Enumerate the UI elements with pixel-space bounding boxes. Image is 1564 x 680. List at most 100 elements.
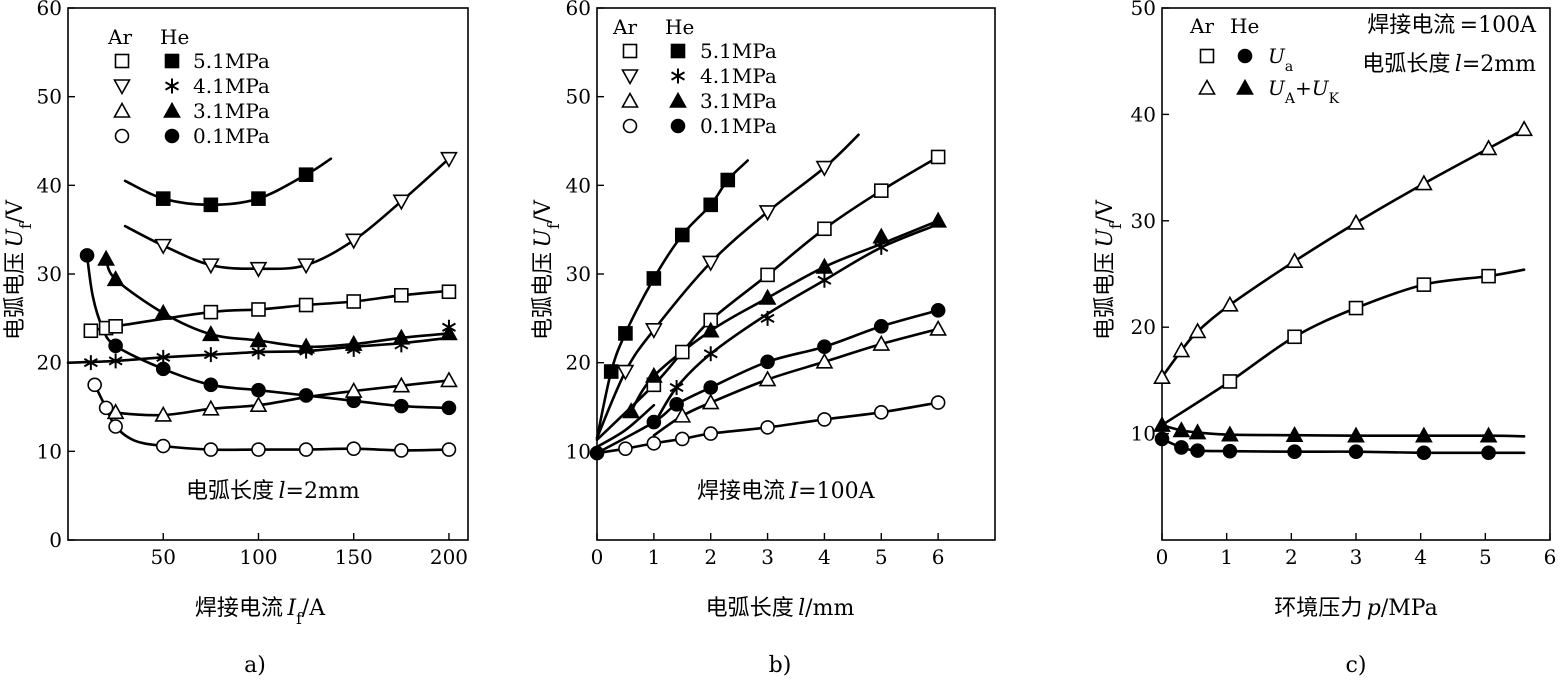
chars: m — [1494, 52, 1515, 77]
data-point — [874, 239, 889, 255]
data-point — [603, 364, 619, 379]
chars: / — [1093, 215, 1118, 223]
legend-label: 4.1MPa — [193, 74, 270, 98]
legend-marker-filled — [163, 101, 181, 118]
legend-header-ar: Ar — [612, 15, 637, 39]
chars: + — [1295, 76, 1312, 100]
data-point — [1515, 120, 1533, 137]
var: U — [1268, 76, 1286, 100]
data-point — [1479, 139, 1498, 156]
x-tick-label: 200 — [430, 545, 468, 569]
data-point — [758, 370, 777, 387]
chars: 长 — [230, 479, 252, 504]
chars: P — [245, 49, 258, 73]
chars: / — [805, 596, 813, 621]
var: l — [1455, 52, 1462, 77]
data-point — [298, 442, 314, 457]
legend-marker-open — [114, 128, 130, 144]
chars: 0 — [1506, 13, 1520, 38]
data-point — [344, 381, 363, 398]
condition-annotation: 焊接电流 =100A — [1367, 13, 1537, 38]
legend-label: 5.1MPa — [193, 49, 270, 73]
data-point — [673, 406, 692, 423]
legend-label: 0.1MPa — [700, 114, 777, 138]
data-point — [674, 227, 690, 243]
data-point — [97, 249, 115, 266]
data-point — [929, 211, 948, 228]
chars: M — [732, 114, 752, 138]
data-point — [440, 371, 458, 388]
chars: P — [1411, 596, 1426, 621]
chars: 5 — [193, 49, 206, 73]
data-point — [873, 183, 889, 198]
legend-marker-open — [113, 79, 131, 96]
chars: 弧 — [3, 296, 28, 318]
chars: 1 — [719, 114, 732, 138]
data-point — [701, 321, 720, 338]
chars: 电 — [1411, 13, 1433, 38]
chars: m — [1515, 52, 1536, 77]
chars: . — [713, 114, 719, 138]
data-point — [616, 364, 635, 381]
chars: a — [1425, 596, 1438, 621]
chars: 境 — [1296, 596, 1318, 621]
x-tick-label: 1 — [1220, 545, 1233, 569]
chars: 压 — [3, 252, 28, 274]
chars: 弧 — [728, 596, 750, 621]
data-point — [346, 294, 362, 309]
y-axis-label: 电弧电压 Uf​/V — [1093, 199, 1125, 340]
data-point — [622, 402, 640, 419]
series-curve — [93, 383, 451, 452]
y-tick-label: 20 — [37, 351, 62, 375]
data-point — [1347, 213, 1365, 230]
chars: M — [732, 64, 752, 88]
chars: M — [732, 39, 752, 63]
chars: 0 — [193, 124, 206, 148]
data-point — [817, 412, 832, 427]
chars: m — [833, 596, 854, 621]
data-point — [760, 354, 775, 370]
data-point — [703, 197, 719, 213]
subscript: f — [17, 222, 35, 229]
data-point — [1172, 421, 1191, 438]
chars: M — [225, 124, 245, 148]
chars: 弧 — [208, 479, 230, 504]
x-tick-label: 0 — [1156, 545, 1169, 569]
chars: 电 — [1362, 52, 1384, 77]
panel-caption: b) — [769, 653, 792, 678]
x-tick-label: 6 — [932, 545, 945, 569]
chars: 电 — [531, 318, 556, 340]
data-point — [1153, 368, 1171, 385]
data-point — [720, 172, 736, 188]
chars: 1 — [817, 479, 831, 504]
x-tick-label: 1 — [647, 545, 660, 569]
chars: 5 — [700, 39, 713, 63]
chars: 流 — [261, 596, 283, 621]
subscript: K — [1329, 91, 1340, 107]
var: l — [798, 596, 805, 621]
y-tick-label: 10 — [37, 439, 62, 463]
chars: 长 — [750, 596, 772, 621]
chars: a — [765, 64, 777, 88]
x-tick-label: 4 — [818, 545, 831, 569]
chars: 焊 — [1367, 13, 1389, 38]
chars: 1 — [212, 74, 225, 98]
legend-marker-open — [621, 91, 639, 108]
chars: A — [858, 479, 876, 504]
x-tick-label: 4 — [1414, 545, 1427, 569]
legend-label: 0.1MPa — [193, 124, 270, 148]
legend-marker-filled — [671, 68, 685, 84]
data-point — [251, 442, 266, 457]
data-point — [644, 366, 663, 383]
chars: 接 — [217, 596, 239, 621]
x-tick-label: 0 — [591, 545, 604, 569]
data-point — [929, 319, 948, 336]
data-point — [701, 393, 720, 410]
data-point — [703, 426, 719, 441]
data-point — [346, 341, 361, 357]
legend: Ar He Ua​UA​+UK​ — [1189, 14, 1340, 107]
legend-label: Ua​ — [1268, 44, 1293, 75]
data-point — [1415, 174, 1433, 191]
data-point — [1154, 431, 1170, 447]
